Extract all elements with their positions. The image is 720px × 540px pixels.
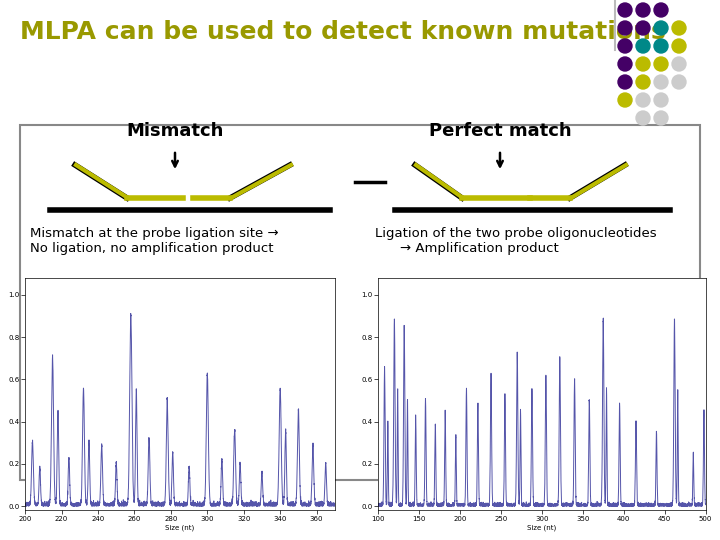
Circle shape xyxy=(636,57,650,71)
X-axis label: Size (nt): Size (nt) xyxy=(166,525,194,531)
Circle shape xyxy=(618,57,632,71)
Circle shape xyxy=(654,21,668,35)
Circle shape xyxy=(618,93,632,107)
Text: MLPA can be used to detect known mutations: MLPA can be used to detect known mutatio… xyxy=(20,20,666,44)
Circle shape xyxy=(636,21,650,35)
Text: → Amplification product: → Amplification product xyxy=(400,242,559,255)
Text: Perfect match: Perfect match xyxy=(428,122,571,140)
Circle shape xyxy=(636,111,650,125)
Circle shape xyxy=(618,21,632,35)
X-axis label: Size (nt): Size (nt) xyxy=(527,525,557,531)
Circle shape xyxy=(636,75,650,89)
Text: Mismatch: Mismatch xyxy=(126,122,224,140)
Text: No ligation, no amplification product: No ligation, no amplification product xyxy=(30,242,274,255)
Circle shape xyxy=(672,39,686,53)
Circle shape xyxy=(618,39,632,53)
Text: Ligation of the two probe oligonucleotides: Ligation of the two probe oligonucleotid… xyxy=(375,227,657,240)
Circle shape xyxy=(672,57,686,71)
Circle shape xyxy=(654,39,668,53)
Circle shape xyxy=(672,75,686,89)
Circle shape xyxy=(636,93,650,107)
Circle shape xyxy=(636,3,650,17)
Circle shape xyxy=(654,111,668,125)
Bar xyxy=(20,125,700,480)
Circle shape xyxy=(654,3,668,17)
Circle shape xyxy=(618,75,632,89)
Text: Mismatch at the probe ligation site →: Mismatch at the probe ligation site → xyxy=(30,227,279,240)
Circle shape xyxy=(618,3,632,17)
Circle shape xyxy=(636,39,650,53)
Circle shape xyxy=(654,75,668,89)
Circle shape xyxy=(654,57,668,71)
Circle shape xyxy=(672,21,686,35)
Circle shape xyxy=(654,93,668,107)
